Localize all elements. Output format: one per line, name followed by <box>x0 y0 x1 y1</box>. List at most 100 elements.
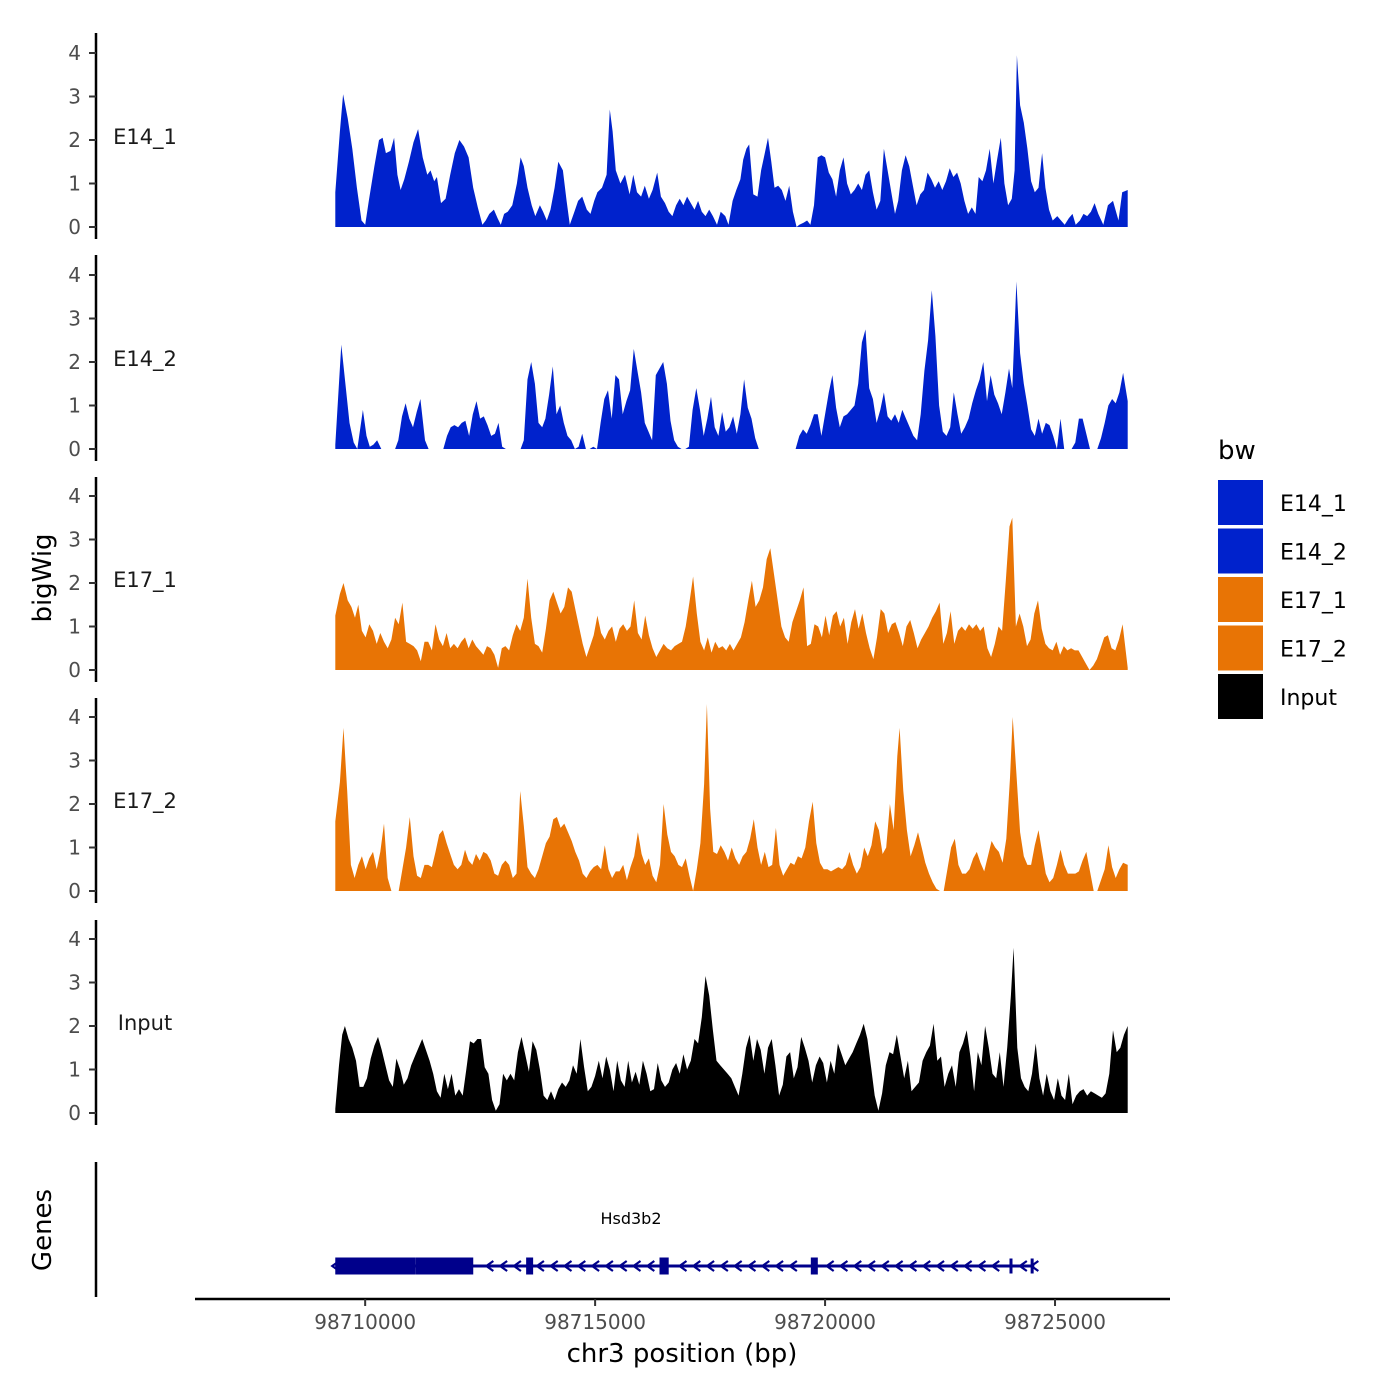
y-tick-label: 1 <box>68 615 81 639</box>
track-e14-1: 0 1 2 3 4 E14_1 <box>68 33 1128 239</box>
gene-strand-arrow <box>604 1260 614 1272</box>
gene-model <box>330 1257 1039 1275</box>
gene-strand-arrow <box>691 1260 701 1272</box>
y-tick-label: 3 <box>68 307 81 331</box>
gene-strand-arrow <box>948 1260 959 1272</box>
gene-strand-arrow <box>893 1260 904 1272</box>
y-tick-label: 3 <box>68 85 81 109</box>
gene-strand-arrow <box>705 1260 715 1272</box>
legend-entry-e14-1: E14_1 <box>1218 480 1347 525</box>
legend-entry-input: Input <box>1218 674 1337 719</box>
legend-swatch <box>1218 480 1263 525</box>
signal-tracks: 0 1 2 3 4 E14_1 0 1 2 3 4 E14_2 0 1 2 3 4 E17_1 0 1 2 3 4 E17_2… <box>68 33 1128 1125</box>
y-tick-label: 3 <box>68 528 81 552</box>
y-tick-label: 1 <box>68 394 81 418</box>
gene-start-cap <box>330 1260 340 1272</box>
gene-exon <box>1009 1258 1013 1274</box>
y-tick-label: 2 <box>68 792 81 816</box>
gene-exon <box>415 1257 474 1275</box>
legend-swatch <box>1218 577 1263 622</box>
gene-strand-arrow <box>962 1260 973 1272</box>
gene-strand-arrow <box>1017 1260 1028 1272</box>
gene-strand-arrow <box>976 1260 987 1272</box>
y-tick-label: 0 <box>68 1101 81 1125</box>
gene-strand-arrow <box>548 1260 559 1272</box>
legend: bw E14_1 E14_2 E17_1 E17_2 Input <box>1218 436 1347 719</box>
x-tick-label: 98710000 <box>314 1310 416 1334</box>
area-e17-2 <box>335 704 1128 891</box>
gene-strand-arrow <box>838 1260 849 1272</box>
gene-exon <box>810 1257 818 1275</box>
gene-strand-arrow <box>907 1260 918 1272</box>
legend-label: E14_2 <box>1280 541 1347 566</box>
y-tick-label: 2 <box>68 571 81 595</box>
track-input: 0 1 2 3 4 Input <box>68 920 1128 1125</box>
legend-entry-e17-2: E17_2 <box>1218 625 1347 671</box>
x-tick-label: 98715000 <box>544 1310 646 1334</box>
track-label-e14-2: E14_2 <box>113 347 177 372</box>
gene-strand-arrow <box>787 1260 798 1272</box>
y-tick-label: 0 <box>68 879 81 903</box>
x-tick-label: 98725000 <box>1004 1310 1106 1334</box>
gene-strand-arrow <box>935 1260 945 1272</box>
y-tick-label: 1 <box>68 1058 81 1082</box>
gene-exon <box>526 1257 534 1275</box>
gene-strand-arrow <box>718 1260 729 1272</box>
y-tick-label: 3 <box>68 971 81 995</box>
legend-label: E14_1 <box>1280 492 1347 517</box>
gene-strand-arrow <box>879 1260 890 1272</box>
gene-strand-arrow <box>760 1260 770 1272</box>
track-e14-2: 0 1 2 3 4 E14_2 <box>68 255 1128 461</box>
area-e14-1 <box>335 55 1128 228</box>
gene-strand-arrow <box>590 1260 600 1272</box>
track-label-input: Input <box>118 1011 172 1035</box>
track-label-e17-2: E17_2 <box>113 789 177 814</box>
y-tick-label: 0 <box>68 658 81 682</box>
y-tick-label: 3 <box>68 749 81 773</box>
gene-exon <box>335 1257 416 1275</box>
gene-strand-arrow <box>645 1260 655 1272</box>
y-tick-label: 1 <box>68 836 81 860</box>
gene-strand-arrow <box>631 1260 642 1272</box>
x-axis-title: chr3 position (bp) <box>567 1339 798 1369</box>
track-e17-1: 0 1 2 3 4 E17_1 <box>68 477 1128 682</box>
legend-title: bw <box>1218 436 1256 466</box>
legend-entry-e14-2: E14_2 <box>1218 528 1347 574</box>
gene-end-cap <box>1029 1260 1039 1272</box>
x-axis-ticks: 98710000 98715000 98720000 98725000 <box>314 1299 1106 1334</box>
gene-strand-arrow <box>852 1260 862 1272</box>
y-axis-title-bigwig: bigWig <box>28 533 58 622</box>
y-tick-label: 4 <box>68 705 81 729</box>
area-e14-2 <box>335 281 1128 449</box>
legend-entry-e17-1: E17_1 <box>1218 577 1347 622</box>
gene-strand-arrow <box>921 1260 931 1272</box>
gene-strand-arrow <box>498 1260 508 1272</box>
area-e17-1 <box>335 517 1128 670</box>
gene-strand-arrow <box>617 1260 628 1272</box>
y-tick-label: 4 <box>68 41 81 65</box>
gene-strand-arrow <box>677 1260 688 1272</box>
gene-strand-arrow <box>535 1260 545 1272</box>
legend-label: E17_1 <box>1280 589 1347 614</box>
gene-label-hsd3b2: Hsd3b2 <box>600 1209 661 1228</box>
y-tick-label: 1 <box>68 172 81 196</box>
y-tick-label: 2 <box>68 128 81 152</box>
gene-strand-arrow <box>512 1260 522 1272</box>
gene-strand-arrow <box>732 1260 743 1272</box>
y-tick-label: 0 <box>68 215 81 239</box>
gene-strand-arrow <box>484 1260 494 1272</box>
y-tick-label: 4 <box>68 484 81 508</box>
y-tick-label: 4 <box>68 927 81 951</box>
genes-panel: Hsd3b2 <box>94 1162 1039 1297</box>
legend-swatch <box>1218 625 1263 671</box>
y-tick-label: 2 <box>68 350 81 374</box>
track-e17-2: 0 1 2 3 4 E17_2 <box>68 698 1128 903</box>
legend-entries: E14_1 E14_2 E17_1 E17_2 Input <box>1218 480 1347 719</box>
y-tick-label: 4 <box>68 263 81 287</box>
legend-swatch <box>1218 528 1263 574</box>
legend-label: E17_2 <box>1280 638 1347 663</box>
track-label-e14-1: E14_1 <box>113 125 177 150</box>
gene-strand-arrow <box>990 1260 1000 1272</box>
gene-strand-arrow <box>576 1260 586 1272</box>
